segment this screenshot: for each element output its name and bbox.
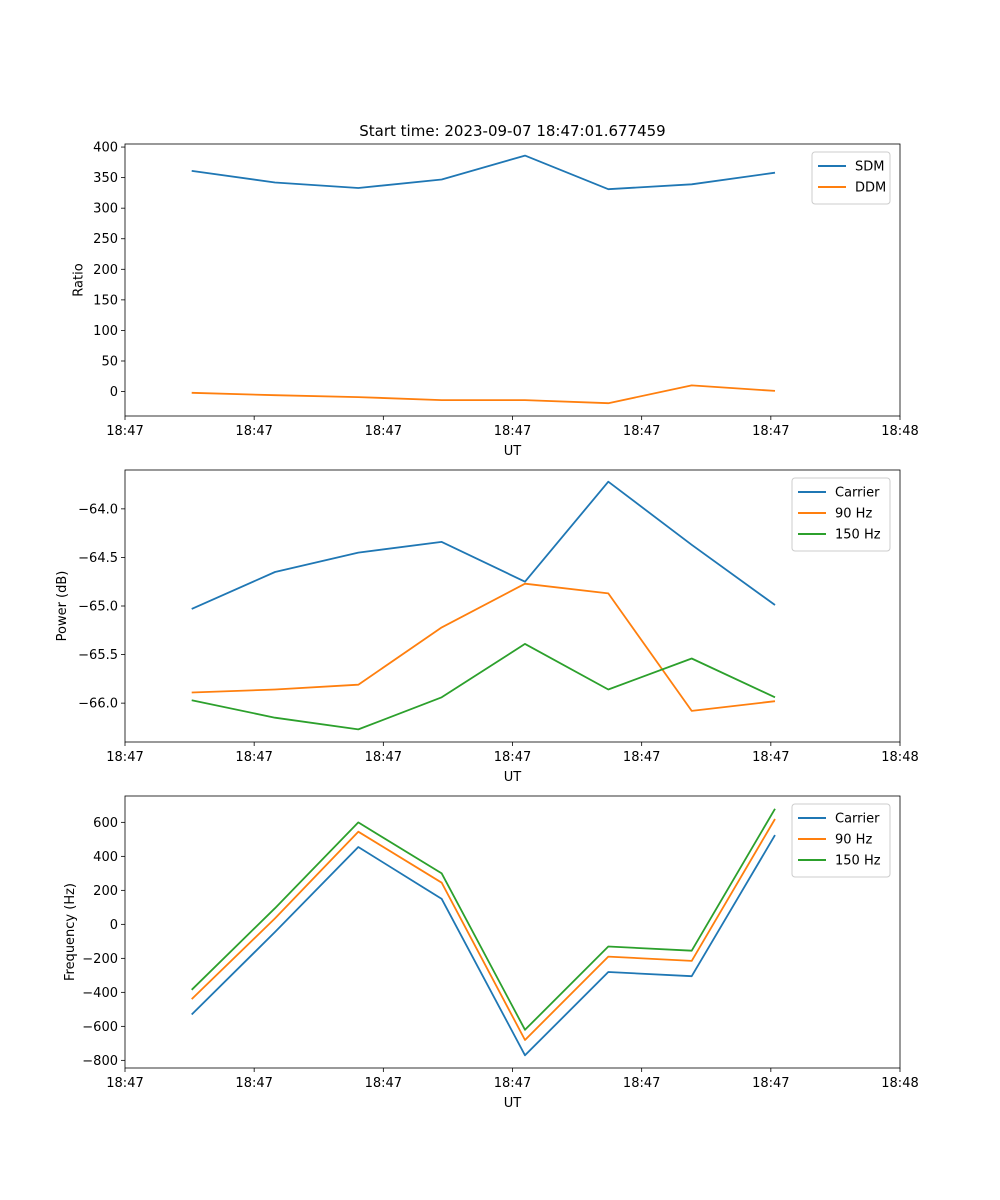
x-tick-label: 18:48 — [881, 1076, 918, 1091]
y-tick-label: 250 — [93, 232, 118, 247]
y-tick-label: 150 — [93, 293, 118, 308]
y-tick-label: 200 — [93, 263, 118, 278]
x-tick-label: 18:47 — [365, 424, 402, 439]
y-axis-label: Power (dB) — [55, 571, 70, 642]
x-tick-label: 18:48 — [881, 424, 918, 439]
x-tick-label: 18:47 — [623, 750, 660, 765]
x-tick-label: 18:47 — [752, 424, 789, 439]
chart-title: Start time: 2023-09-07 18:47:01.677459 — [359, 122, 665, 140]
x-tick-label: 18:47 — [235, 424, 272, 439]
y-tick-label: 400 — [93, 141, 118, 156]
x-tick-label: 18:47 — [235, 750, 272, 765]
x-tick-label: 18:47 — [623, 424, 660, 439]
y-tick-label: −200 — [82, 952, 118, 967]
series-line-90-hz — [191, 818, 776, 1041]
x-tick-label: 18:47 — [623, 1076, 660, 1091]
series-line-ddm — [191, 384, 776, 405]
axes-frame — [124, 469, 901, 743]
x-axis-label: UT — [504, 444, 522, 459]
x-tick-label: 18:47 — [365, 1076, 402, 1091]
legend-label: DDM — [855, 181, 886, 196]
y-tick-label: −64.0 — [78, 502, 118, 517]
y-tick-label: −800 — [82, 1054, 118, 1069]
y-tick-label: −600 — [82, 1020, 118, 1035]
y-axis-label: Ratio — [71, 263, 86, 296]
legend-label: 90 Hz — [835, 833, 872, 848]
series-line-150-hz — [191, 643, 776, 731]
x-tick-label: 18:47 — [494, 750, 531, 765]
series-line-carrier — [191, 834, 776, 1057]
legend-box — [791, 477, 891, 552]
y-tick-label: 0 — [110, 918, 118, 933]
legend: SDM DDM — [811, 151, 891, 205]
x-tick-label: 18:47 — [494, 1076, 531, 1091]
y-tick-label: 200 — [93, 884, 118, 899]
chart-panel-3: 18:47 18:47 18:47 18:47 18:47 18:47 18:48 −800 −… — [63, 795, 919, 1111]
y-tick-label: −65.5 — [78, 648, 118, 663]
series-line-150-hz — [191, 808, 776, 1031]
y-tick-label: −400 — [82, 986, 118, 1001]
axes-frame — [124, 143, 901, 417]
y-tick-label: 50 — [101, 354, 118, 369]
x-tick-label: 18:47 — [106, 424, 143, 439]
series-line-90-hz — [191, 582, 776, 712]
x-tick-label: 18:48 — [881, 750, 918, 765]
legend: Carrier 90 Hz 150 Hz — [791, 803, 891, 878]
legend-label: SDM — [855, 160, 884, 175]
legend-label: 90 Hz — [835, 507, 872, 522]
axes-frame — [124, 795, 901, 1069]
y-tick-label: 400 — [93, 850, 118, 865]
legend-label: Carrier — [835, 486, 880, 501]
legend: Carrier 90 Hz 150 Hz — [791, 477, 891, 552]
y-axis-label: Frequency (Hz) — [63, 883, 78, 981]
x-tick-label: 18:47 — [106, 1076, 143, 1091]
y-tick-label: 350 — [93, 171, 118, 186]
x-axis-label: UT — [504, 770, 522, 785]
chart-panel-2: 18:47 18:47 18:47 18:47 18:47 18:47 18:48 −66.0… — [55, 469, 919, 785]
x-axis-label: UT — [504, 1096, 522, 1111]
x-tick-label: 18:47 — [106, 750, 143, 765]
x-tick-label: 18:47 — [235, 1076, 272, 1091]
chart-panel-1: Start time: 2023-09-07 18:47:01.677459 18… — [71, 122, 918, 459]
x-tick-label: 18:47 — [752, 750, 789, 765]
y-tick-label: 0 — [110, 385, 118, 400]
y-tick-label: −64.5 — [78, 551, 118, 566]
legend-label: Carrier — [835, 812, 880, 827]
legend-label: 150 Hz — [835, 854, 881, 869]
legend-box — [791, 803, 891, 878]
y-tick-label: 100 — [93, 324, 118, 339]
series-line-carrier — [191, 480, 776, 610]
x-tick-label: 18:47 — [365, 750, 402, 765]
series-line-sdm — [191, 154, 776, 191]
y-tick-label: −66.0 — [78, 697, 118, 712]
x-tick-label: 18:47 — [752, 1076, 789, 1091]
legend-label: 150 Hz — [835, 528, 881, 543]
y-tick-label: −65.0 — [78, 600, 118, 615]
y-tick-label: 300 — [93, 202, 118, 217]
y-tick-label: 600 — [93, 816, 118, 831]
x-tick-label: 18:47 — [494, 424, 531, 439]
